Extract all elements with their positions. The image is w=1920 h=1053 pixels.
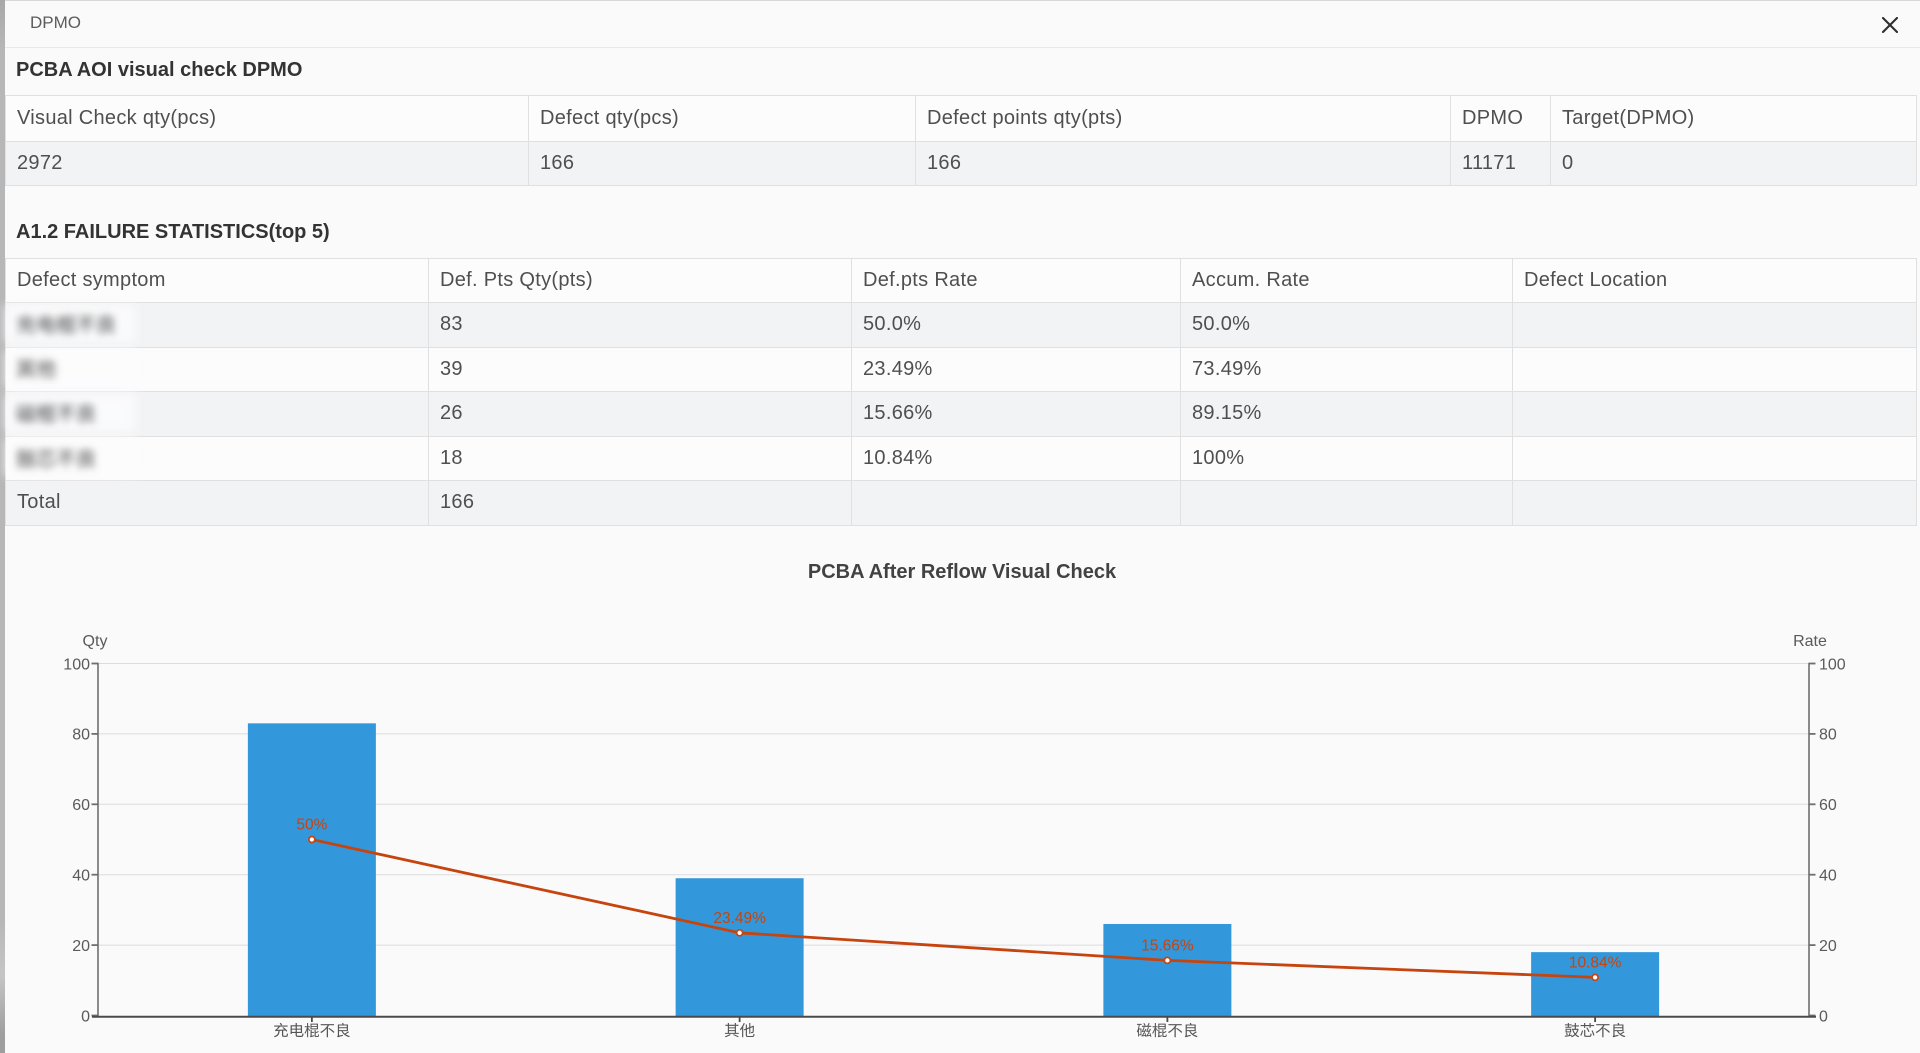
svg-text:60: 60 (72, 797, 90, 814)
svg-text:15.66%: 15.66% (1141, 937, 1194, 954)
svg-text:0: 0 (81, 1008, 90, 1025)
svg-text:PCBA After Reflow Visual Check: PCBA After Reflow Visual Check (808, 561, 1117, 583)
svg-text:20: 20 (72, 938, 90, 955)
svg-text:40: 40 (1819, 868, 1837, 885)
svg-text:20: 20 (1819, 938, 1837, 955)
svg-text:100: 100 (63, 656, 90, 673)
svg-text:100: 100 (1819, 656, 1846, 673)
svg-text:23.49%: 23.49% (713, 910, 766, 927)
svg-text:0: 0 (1819, 1008, 1828, 1025)
svg-text:50%: 50% (296, 817, 327, 834)
svg-text:60: 60 (1819, 797, 1837, 814)
svg-text:40: 40 (72, 868, 90, 885)
svg-text:10.84%: 10.84% (1569, 954, 1622, 971)
svg-text:80: 80 (72, 727, 90, 744)
svg-text:80: 80 (1819, 727, 1837, 744)
svg-text:Qty: Qty (83, 633, 108, 650)
svg-text:Rate: Rate (1793, 633, 1827, 650)
